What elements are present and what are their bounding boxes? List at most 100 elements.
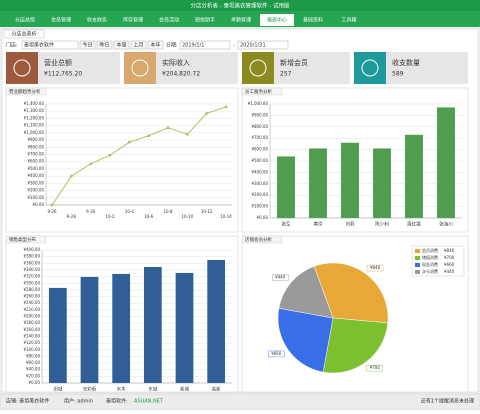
legend-label: 现金消费 <box>422 261 438 267</box>
x-tick-label: 水木 <box>117 386 126 393</box>
kpi-value: ¥112,765.20 <box>44 71 82 78</box>
menu-label: 库存管理 <box>123 17 143 24</box>
legend-label: 次卡消费 <box>422 268 438 274</box>
legend-swatch <box>415 263 420 267</box>
line-point <box>166 126 170 130</box>
legend-label: 会员消费 <box>422 247 438 253</box>
menu-item[interactable] <box>260 14 294 26</box>
legend <box>411 245 465 277</box>
kpi-icon-glyph <box>131 59 149 77</box>
store-label: 门店: <box>6 42 18 49</box>
y-tick-label: ¥400.00 <box>251 169 268 174</box>
menu-item[interactable] <box>188 14 222 26</box>
bar <box>277 156 295 218</box>
y-tick-label: ¥20.00 <box>26 373 40 378</box>
x-tick-label: 陈少利 <box>375 221 389 228</box>
store-value: 泰坦美衣软件 <box>24 42 54 49</box>
y-tick-label: ¥260.00 <box>23 294 40 299</box>
chart-title-tab <box>241 87 283 96</box>
bar <box>309 148 327 218</box>
legend-value: ¥846 <box>444 248 455 253</box>
y-tick-label: ¥120.00 <box>23 340 40 345</box>
bar <box>405 134 423 218</box>
date-label: 日期: <box>166 43 178 49</box>
pie-slice <box>313 262 389 324</box>
legend-value: ¥440 <box>444 269 455 274</box>
toolbar-button-label: 本年 <box>150 42 160 49</box>
y-tick-label: ¥500.00 <box>27 166 44 171</box>
y-tick-label: ¥200.00 <box>27 188 44 193</box>
tab[interactable] <box>3 29 45 39</box>
y-tick-label: ¥300.00 <box>23 280 40 285</box>
x-tick-label: 黄玲 <box>314 221 323 228</box>
legend-value: ¥660 <box>444 262 455 267</box>
pie-label: ¥440 <box>275 274 286 279</box>
toolbar-button[interactable] <box>130 40 147 50</box>
status-user: 用户: admin <box>64 398 93 405</box>
date-from-value: 2019/1/1 <box>182 43 204 49</box>
line-point <box>127 140 131 144</box>
menu-item[interactable] <box>44 14 78 26</box>
pie-label-box <box>268 350 285 358</box>
legend-label: 储值消费 <box>422 254 438 260</box>
toolbar-button[interactable] <box>147 40 164 50</box>
menu-item[interactable] <box>116 14 150 26</box>
kpi-icon <box>6 52 38 84</box>
store-select[interactable] <box>21 40 79 50</box>
y-tick-label: ¥0.00 <box>257 215 269 220</box>
y-tick-label: ¥80.00 <box>26 353 40 358</box>
menu-item[interactable] <box>224 14 258 26</box>
date-sep: - <box>233 43 235 49</box>
menu-item[interactable] <box>332 14 366 26</box>
status-message: 还有1个提醒消息未处理 <box>421 398 474 405</box>
toolbar-button[interactable] <box>113 40 130 50</box>
y-tick-label: ¥400.00 <box>23 247 40 252</box>
legend-swatch <box>415 256 420 260</box>
menu-item[interactable] <box>8 14 42 26</box>
y-tick-label: ¥0.00 <box>29 380 41 385</box>
line-point <box>224 105 228 109</box>
kpi-icon-glyph <box>249 59 267 77</box>
chart-title: 销售类型分布 <box>9 236 36 243</box>
line-point <box>69 174 73 178</box>
x-tick-label: 10-12 <box>201 209 213 214</box>
bar <box>48 287 67 383</box>
y-tick-label: ¥800.00 <box>251 124 268 129</box>
menu-item[interactable] <box>80 14 114 26</box>
y-tick-label: ¥100.00 <box>251 204 268 209</box>
toolbar-button[interactable] <box>96 40 113 50</box>
y-tick-label: ¥0.00 <box>33 202 45 207</box>
kpi-label: 营业总额 <box>44 58 72 67</box>
toolbar-button[interactable] <box>79 40 96 50</box>
status-brand: 泰坦软件: <box>106 398 128 405</box>
menu-item[interactable] <box>296 14 330 26</box>
chart-panel <box>5 87 239 233</box>
y-tick-label: ¥240.00 <box>23 300 40 305</box>
x-tick-label: 高新 <box>212 386 221 393</box>
chart-title: 店铺会员分析 <box>245 236 272 243</box>
status-link[interactable]: ASUAN.NET <box>134 399 164 405</box>
y-tick-label: ¥600.00 <box>27 159 44 164</box>
y-tick-label: ¥400.00 <box>27 173 44 178</box>
status-store: 店铺: 泰坦美衣软件 <box>6 398 49 405</box>
y-tick-label: ¥1,100.00 <box>24 123 45 128</box>
x-tick-label: 10-8 <box>163 209 173 214</box>
x-tick-label: 10-4 <box>125 209 135 214</box>
date-to[interactable] <box>237 40 289 50</box>
y-tick-label: ¥1,000.00 <box>248 101 269 106</box>
x-tick-label: 新城 <box>180 386 189 393</box>
bar <box>112 273 131 383</box>
x-tick-label: 10-14 <box>220 214 232 219</box>
line-point <box>185 132 189 136</box>
chart-title: 营业额趋势分析 <box>9 88 41 95</box>
legend-value: ¥700 <box>444 255 455 260</box>
date-from[interactable] <box>179 40 231 50</box>
bar <box>341 142 359 218</box>
menu-label: 工具箱 <box>341 17 356 24</box>
menu-item[interactable] <box>152 14 186 26</box>
menu-label: 基础资料 <box>303 17 323 24</box>
pie-label-box <box>271 274 289 281</box>
y-tick-label: ¥300.00 <box>27 180 44 185</box>
title-bar <box>0 0 480 11</box>
